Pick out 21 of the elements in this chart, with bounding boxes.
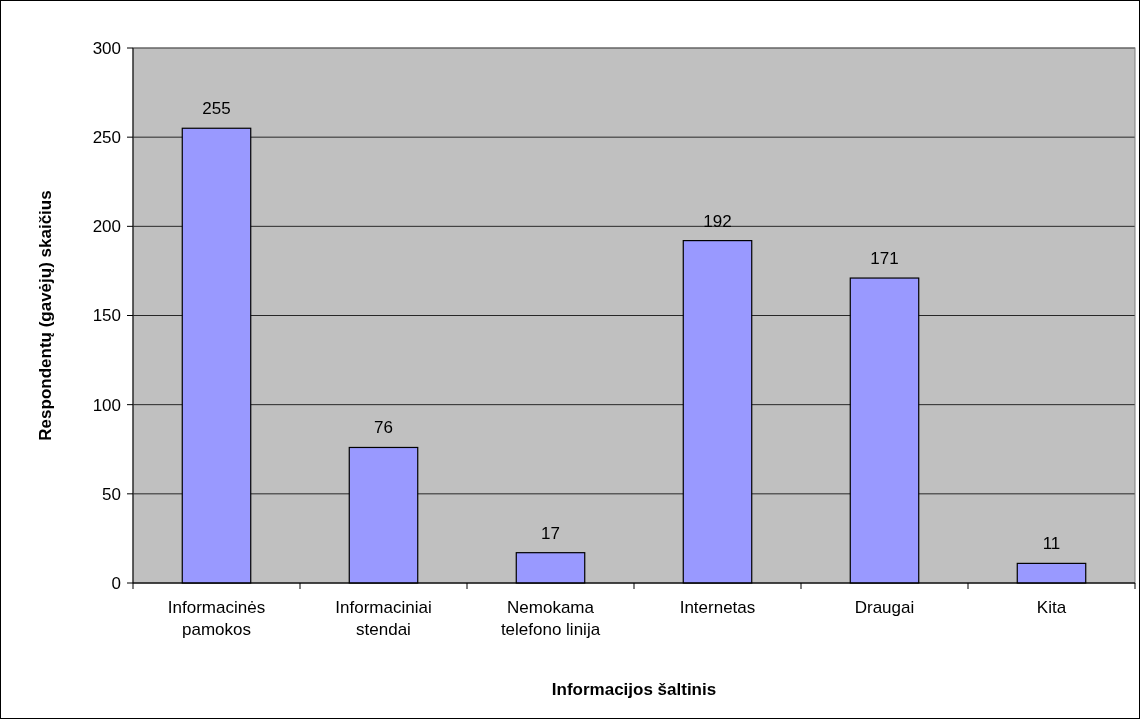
y-tick-label: 100 [92, 395, 121, 415]
y-tick-label: 250 [92, 128, 121, 148]
x-tick-label: Internetas [679, 598, 756, 617]
data-label: 171 [870, 249, 899, 269]
data-label: 11 [1042, 534, 1061, 554]
y-tick-label: 50 [102, 484, 121, 504]
data-label: 17 [541, 523, 560, 543]
y-tick-label: 150 [92, 306, 121, 326]
x-tick-label: Draugai [854, 598, 915, 617]
data-label: 255 [202, 99, 231, 119]
data-label: 76 [374, 418, 393, 438]
x-tick-label: Nemokama telefono linija [500, 598, 601, 639]
y-tick-label: 200 [92, 217, 121, 237]
x-tick-label: Informaciniai stendai [335, 598, 432, 639]
y-axis-title: Respondentų (gavėjų) skaičius [36, 190, 55, 441]
x-axis-title: Informacijos šaltinis [551, 680, 717, 699]
y-tick-label: 300 [92, 38, 121, 58]
x-tick-label: Kita [1036, 598, 1067, 617]
x-tick-label: Informacinės pamokos [167, 598, 266, 639]
y-tick-label: 0 [111, 573, 121, 593]
data-label: 192 [703, 211, 732, 231]
